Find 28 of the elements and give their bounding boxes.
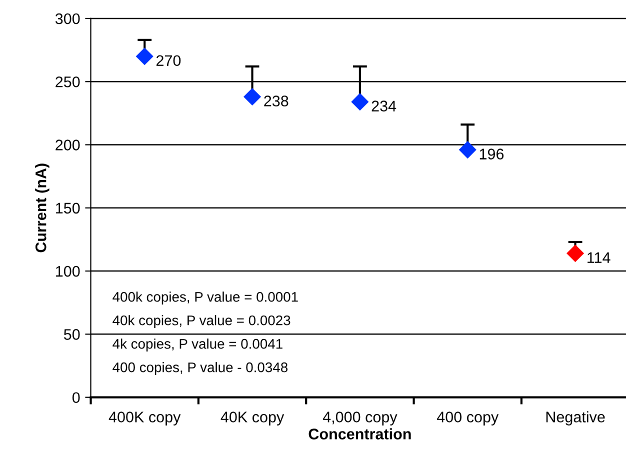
point [243, 88, 262, 106]
x-tick-label: Negative [546, 411, 605, 426]
y-tick-label: 100 [56, 266, 80, 277]
y-tick-label: 250 [56, 76, 80, 88]
x-tick-label: 40K copy [220, 412, 284, 426]
point [136, 48, 154, 66]
y-tick-label: 150 [56, 202, 80, 214]
y-tick-label: 50 [64, 329, 80, 340]
y-tick-label: 300 [55, 13, 80, 24]
annotation: 400k copies, P value = 0.0001 [112, 292, 298, 305]
point [566, 244, 584, 262]
annotation: 4k copies, P value = 0.0041 [112, 338, 282, 352]
data-label: 270 [156, 55, 181, 66]
x-tick-label: 400 copy [436, 412, 499, 426]
y-tick-label: 0 [72, 392, 80, 404]
x-axis-title: Concentration [308, 428, 411, 440]
x-tick-label: 4,000 copy [322, 412, 398, 426]
point [458, 141, 476, 159]
data-label: 234 [372, 100, 396, 112]
annotation: 40k copies, P value = 0.0023 [112, 315, 290, 328]
data-label: 114 [588, 252, 610, 263]
data-label: 238 [264, 96, 288, 106]
annotation: 400 copies, P value - 0.0348 [112, 362, 288, 375]
x-tick-label: 400K copy [108, 412, 181, 426]
y-axis-title: Current (nA) [35, 164, 50, 252]
point [351, 93, 369, 111]
y-tick-label: 200 [56, 140, 80, 150]
data-label: 196 [480, 148, 504, 160]
